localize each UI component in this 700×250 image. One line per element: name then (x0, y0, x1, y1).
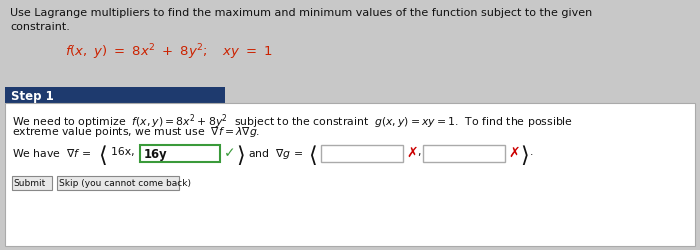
Text: ✗: ✗ (406, 146, 418, 159)
Text: ,: , (417, 146, 421, 156)
Text: 16x,: 16x, (111, 146, 141, 156)
Text: $\langle$: $\langle$ (98, 142, 107, 166)
Text: 16y: 16y (144, 148, 167, 160)
Text: $\rangle$: $\rangle$ (236, 142, 245, 166)
Text: .: . (530, 146, 533, 156)
Text: We have  $\nabla f$ =: We have $\nabla f$ = (12, 146, 92, 158)
Text: We need to optimize  $f(x,y) = 8x^2 + 8y^2$  subject to the constraint  $g(x, y): We need to optimize $f(x,y) = 8x^2 + 8y^… (12, 112, 573, 130)
FancyBboxPatch shape (12, 176, 52, 190)
FancyBboxPatch shape (57, 176, 179, 190)
FancyBboxPatch shape (321, 146, 403, 162)
FancyBboxPatch shape (5, 88, 225, 104)
Text: Use Lagrange multipliers to find the maximum and minimum values of the function : Use Lagrange multipliers to find the max… (10, 8, 592, 18)
Text: constraint.: constraint. (10, 22, 70, 32)
Text: Submit: Submit (13, 178, 46, 187)
Text: ✓: ✓ (224, 146, 236, 159)
Text: $\rangle$: $\rangle$ (520, 142, 528, 166)
FancyBboxPatch shape (5, 104, 695, 246)
Text: $f(x,\ y)\ =\ 8x^2\ +\ 8y^2;\ \ \ xy\ =\ 1$: $f(x,\ y)\ =\ 8x^2\ +\ 8y^2;\ \ \ xy\ =\… (65, 42, 272, 61)
Text: ✗: ✗ (508, 146, 519, 159)
Text: and  $\nabla g$ =: and $\nabla g$ = (248, 146, 304, 160)
Text: $\langle$: $\langle$ (308, 142, 317, 166)
Text: Step 1: Step 1 (11, 90, 54, 102)
Text: Skip (you cannot come back): Skip (you cannot come back) (59, 178, 191, 187)
FancyBboxPatch shape (140, 146, 220, 162)
FancyBboxPatch shape (423, 146, 505, 162)
Text: extreme value points, we must use  $\nabla f = \lambda \nabla g$.: extreme value points, we must use $\nabl… (12, 124, 260, 138)
